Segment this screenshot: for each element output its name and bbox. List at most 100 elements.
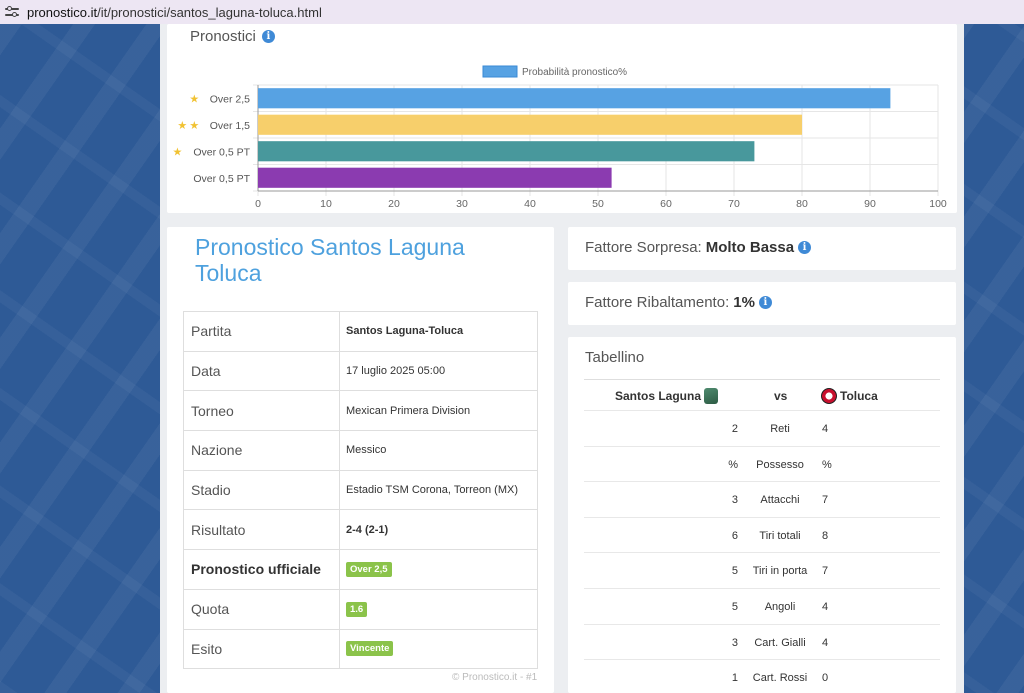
details-row: Risultato 2-4 (2-1)	[183, 509, 538, 551]
stat-home: 5	[731, 565, 738, 578]
x-tick-label: 40	[524, 198, 536, 210]
stat-name: Cart. Gialli	[754, 636, 806, 649]
x-tick-label: 60	[660, 198, 672, 210]
fattore-sorpresa-label: Fattore Sorpresa:	[585, 239, 702, 256]
x-tick-label: 50	[592, 198, 604, 210]
tabellino-title: Tabellino	[585, 349, 645, 366]
details-key: Pronostico ufficiale	[183, 549, 340, 590]
pronostico-badge: Over 2,5	[346, 561, 392, 577]
stat-name: Cart. Rossi	[752, 672, 808, 685]
pronostici-title: Pronostici	[190, 28, 256, 45]
stat-away: 4	[822, 636, 829, 649]
stat-row: 5 Angoli 4	[584, 589, 940, 625]
details-key: Risultato	[183, 509, 340, 551]
legend-label: Probabilità pronostico%	[522, 67, 627, 78]
details-key: Quota	[183, 588, 340, 630]
stat-row: 6 Tiri totali 8	[584, 518, 940, 554]
stat-away: 4	[822, 601, 829, 613]
details-row: Esito Vincente	[183, 628, 538, 670]
bar	[258, 141, 755, 162]
details-key: Torneo	[183, 390, 340, 432]
details-value: 17 luglio 2025 05:00	[339, 350, 538, 392]
santos-laguna-logo-icon	[704, 388, 718, 404]
details-value: 2-4 (2-1)	[339, 509, 538, 551]
fattore-ribaltamento-label: Fattore Ribaltamento:	[585, 294, 730, 311]
stat-away: 7	[822, 494, 829, 507]
url-host: pronostico.it	[27, 4, 98, 20]
details-row: Partita Santos Laguna-Toluca	[183, 311, 538, 352]
page-title: Pronostico Santos Laguna Toluca	[195, 234, 465, 286]
stat-home: 5	[731, 601, 738, 613]
y-tick-label: Over 0,5 PT	[193, 146, 250, 158]
browser-address-bar[interactable]: pronostico.it/it/pronostici/santos_lagun…	[0, 0, 1024, 24]
x-tick-label: 90	[864, 198, 876, 210]
star-icon: ★	[189, 119, 199, 132]
x-tick-label: 10	[320, 198, 332, 210]
home-team: Santos Laguna	[615, 388, 718, 404]
match-details-table: Partita Santos Laguna-Toluca Data 17 luglio…	[183, 311, 538, 670]
bar	[258, 88, 891, 109]
url-path: /it/pronostici/santos_laguna-toluca.html	[97, 4, 322, 20]
details-value: Over 2,5	[339, 549, 538, 590]
details-key: Stadio	[183, 469, 340, 511]
stat-away: 7	[822, 565, 829, 578]
bar	[258, 167, 612, 188]
stat-row: 3 Attacchi 7	[584, 482, 940, 518]
x-tick-label: 100	[929, 198, 947, 210]
details-row: Pronostico ufficiale Over 2,5	[183, 549, 538, 590]
fattore-sorpresa-value: Molto Bassa	[705, 239, 795, 256]
fattore-ribaltamento-card: Fattore Ribaltamento: 1% i	[568, 282, 956, 325]
stat-home: 3	[731, 494, 738, 507]
stat-name: Tiri totali	[759, 529, 801, 542]
bar	[258, 114, 802, 135]
stat-home: 1	[731, 672, 738, 685]
stat-row: 2 Reti 4	[584, 411, 940, 447]
stat-name: Angoli	[764, 601, 796, 613]
esito-badge: Vincente	[346, 641, 394, 657]
star-icon: ★	[173, 145, 183, 158]
details-value: Estadio TSM Corona, Torreon (MX)	[339, 469, 538, 511]
pronostici-header: Pronostici i	[190, 28, 275, 45]
stat-name: Possesso	[756, 458, 804, 471]
stat-away: 4	[822, 423, 829, 435]
quota-badge: 1.6	[346, 601, 368, 617]
details-row: Data 17 luglio 2025 05:00	[183, 350, 538, 392]
away-team: Toluca	[821, 388, 878, 404]
details-row: Torneo Mexican Primera Division	[183, 390, 538, 432]
stat-home: %	[728, 458, 738, 471]
copyright-note: © Pronostico.it - #1	[452, 672, 538, 683]
y-tick-label: Over 2,5	[210, 93, 250, 105]
info-icon[interactable]: i	[798, 241, 812, 254]
legend-swatch	[482, 65, 518, 78]
details-value: Santos Laguna-Toluca	[339, 311, 538, 352]
x-tick-label: 0	[255, 198, 261, 210]
info-icon[interactable]: i	[758, 296, 772, 309]
stat-home: 3	[731, 636, 738, 649]
details-value: Messico	[339, 430, 538, 471]
vs-label: vs	[774, 389, 788, 403]
x-tick-label: 80	[796, 198, 808, 210]
x-tick-label: 20	[388, 198, 400, 210]
x-tick-label: 30	[456, 198, 468, 210]
stat-away: 0	[822, 672, 829, 685]
stat-away: 8	[822, 529, 829, 542]
details-value: Vincente	[339, 628, 538, 670]
toluca-logo-icon	[821, 388, 837, 404]
site-settings-icon[interactable]	[5, 6, 19, 18]
stat-row: 3 Cart. Gialli 4	[584, 625, 940, 661]
details-row: Stadio Estadio TSM Corona, Torreon (MX)	[183, 469, 538, 511]
stat-home: 6	[731, 529, 738, 542]
fattore-sorpresa-card: Fattore Sorpresa: Molto Bassa i	[568, 227, 956, 270]
y-tick-label: Over 0,5 PT	[193, 173, 250, 185]
stat-name: Reti	[770, 423, 790, 435]
details-value: 1.6	[339, 588, 538, 630]
details-key: Esito	[183, 628, 340, 670]
info-icon[interactable]: i	[261, 30, 275, 43]
stat-away: %	[822, 458, 832, 471]
tabellino-header: Santos Laguna vs Toluca	[584, 379, 940, 411]
stat-name: Tiri in porta	[752, 565, 808, 578]
details-key: Partita	[183, 311, 340, 352]
details-row: Nazione Messico	[183, 430, 538, 471]
stat-name: Attacchi	[760, 494, 800, 507]
y-tick-label: Over 1,5	[210, 120, 250, 132]
